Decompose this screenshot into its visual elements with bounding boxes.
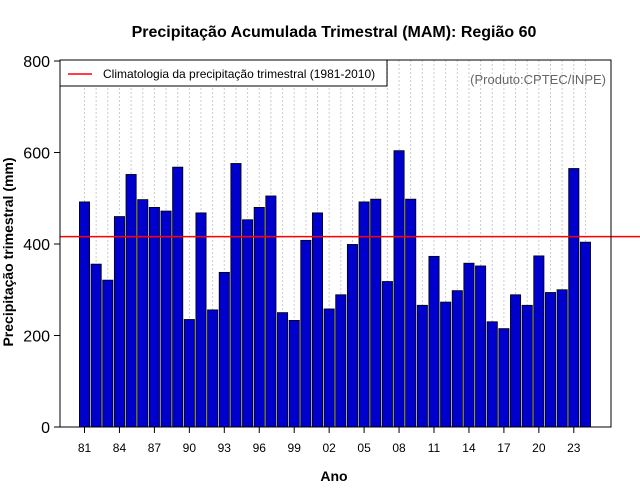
bar-1998 [277,312,289,428]
x-tick-label: 17 [497,441,511,455]
x-tick-label: 23 [567,441,581,455]
x-tick-label: 87 [148,441,162,455]
x-tick-label: 93 [218,441,232,455]
bar-2011 [428,255,440,428]
bar-2016 [486,321,498,428]
y-tick-label: 800 [23,54,50,71]
bar-series [79,150,591,428]
x-tick-label: 08 [392,441,406,455]
y-tick-label: 600 [23,146,50,163]
bar-1981 [79,201,91,428]
bar-2012 [440,301,452,428]
legend-label: Climatologia da precipitação trimestral … [103,67,375,81]
bar-1988 [160,210,172,428]
bar-1989 [172,166,184,428]
bar-2019 [521,304,533,428]
x-tick-label: 90 [183,441,197,455]
product-credit: (Produto:CPTEC/INPE) [470,72,606,87]
bar-1996 [253,206,265,428]
bar-2001 [311,212,323,428]
bar-1983 [102,279,114,428]
bar-2000 [300,239,312,428]
x-tick-label: 20 [532,441,546,455]
legend-box [59,59,388,87]
x-tick-label: 96 [253,441,267,455]
bar-2002 [323,308,335,428]
bar-2009 [405,198,417,428]
bar-1987 [148,206,160,428]
bar-1997 [265,195,277,428]
x-axis-title: Ano [320,468,347,484]
bar-1986 [137,199,149,428]
bar-2013 [451,290,463,428]
bar-1984 [113,216,125,428]
y-axis: 0 200 400 600 800 [23,54,61,437]
x-axis: 81 84 87 90 93 96 99 02 05 08 11 14 17 20 23 [78,427,581,455]
bar-1991 [195,212,207,428]
bar-1999 [288,320,300,428]
bar-1993 [218,271,230,428]
bar-1985 [125,174,137,428]
y-tick-label: 400 [23,237,50,254]
bar-2004 [346,244,358,428]
x-tick-label: 11 [428,441,441,455]
y-tick-label: 200 [23,329,50,346]
bar-2017 [498,328,510,428]
chart-title: Precipitação Acumulada Trimestral (MAM):… [132,24,537,41]
bar-2008 [393,150,405,428]
bar-1992 [207,309,219,428]
x-tick-label: 99 [288,441,302,455]
bar-2023 [568,168,580,428]
bar-2014 [463,262,475,428]
bar-1990 [183,319,195,428]
bar-2007 [381,281,393,428]
bar-2022 [556,289,568,428]
y-tick-label: 0 [41,420,50,437]
bar-2024 [579,241,591,428]
x-tick-label: 84 [113,441,127,455]
bar-2003 [335,294,347,428]
x-tick-label: 05 [357,441,371,455]
x-tick-label: 81 [78,441,92,455]
bar-2018 [510,294,522,428]
bar-2015 [475,265,487,428]
bar-1995 [242,219,254,428]
x-tick-label: 14 [462,441,476,455]
y-axis-title: Precipitação trimestral (mm) [0,157,16,346]
bar-2005 [358,201,370,428]
bar-1994 [230,163,242,428]
bar-1982 [90,263,102,428]
bar-2020 [533,255,545,428]
bar-2010 [416,304,428,428]
bar-2021 [545,292,557,428]
legend: Climatologia da precipitação trimestral … [59,59,388,87]
bar-2006 [370,198,382,428]
x-tick-label: 02 [322,441,336,455]
